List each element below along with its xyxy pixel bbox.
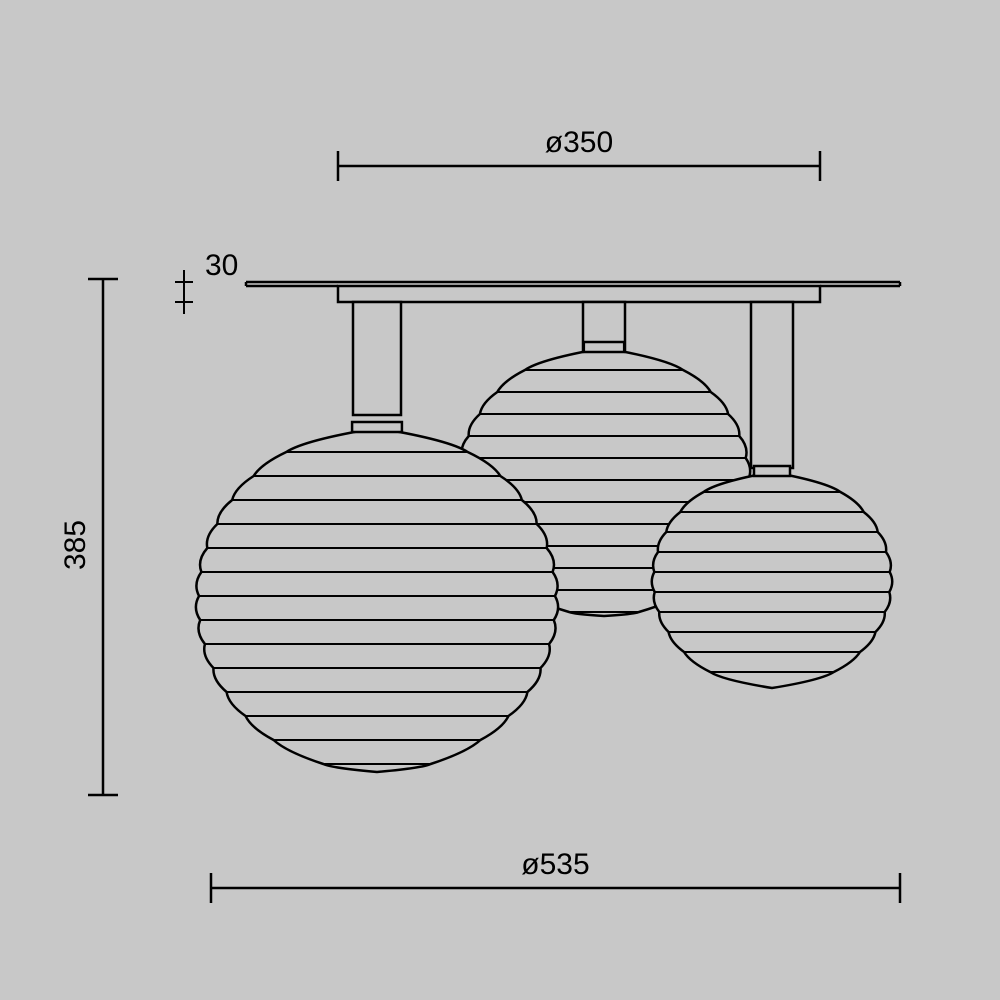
- dimension-label: ø350: [545, 126, 613, 159]
- dimension-label: ø535: [521, 848, 589, 881]
- dimension-label: 385: [59, 520, 92, 570]
- mount-plate: [246, 282, 900, 302]
- dimension-label: 30: [205, 249, 238, 282]
- stem: [353, 302, 401, 415]
- stem: [751, 302, 793, 468]
